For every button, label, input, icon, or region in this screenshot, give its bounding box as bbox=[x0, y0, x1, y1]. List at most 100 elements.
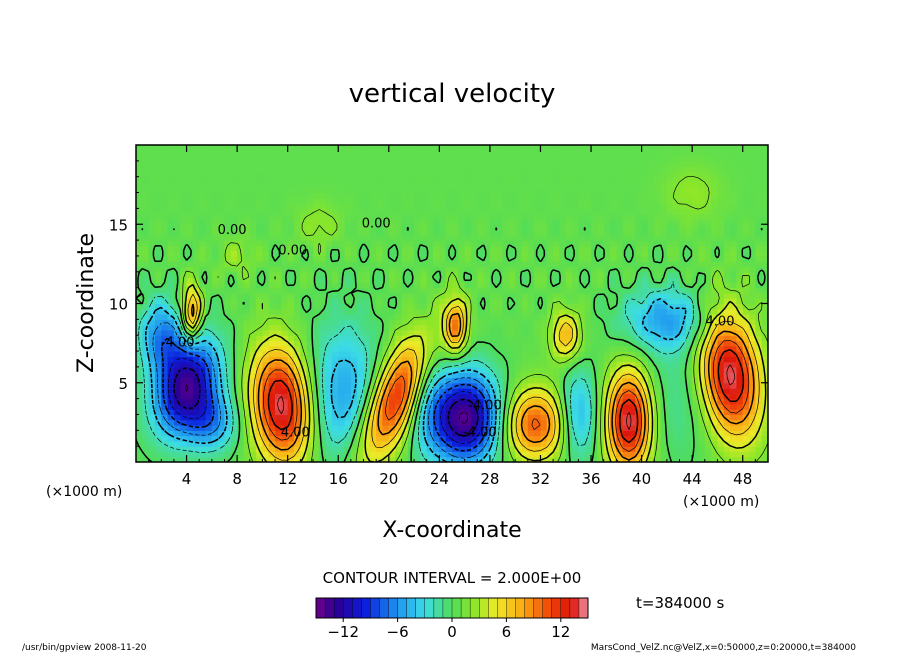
heatmap-cell bbox=[730, 388, 737, 394]
heatmap-cell bbox=[540, 287, 548, 294]
heatmap-cell bbox=[515, 208, 523, 215]
heatmap-cell bbox=[749, 250, 756, 257]
heatmap-cell bbox=[180, 271, 188, 278]
heatmap-cell bbox=[452, 335, 459, 342]
heatmap-cell bbox=[717, 266, 725, 273]
heatmap-cell bbox=[591, 261, 598, 268]
heatmap-cell bbox=[167, 435, 175, 442]
heatmap-cell bbox=[496, 372, 504, 379]
heatmap-cell bbox=[622, 356, 630, 363]
heatmap-cell bbox=[761, 308, 768, 315]
heatmap-cell bbox=[376, 319, 384, 326]
heatmap-cell bbox=[401, 229, 409, 236]
heatmap-cell bbox=[527, 356, 535, 363]
heatmap-cell bbox=[622, 388, 630, 394]
heatmap-cell bbox=[584, 440, 592, 447]
heatmap-cell bbox=[268, 282, 276, 289]
heatmap-cell bbox=[534, 197, 542, 204]
heatmap-cell bbox=[268, 335, 276, 342]
heatmap-cell bbox=[243, 277, 251, 283]
heatmap-cell bbox=[559, 388, 567, 394]
heatmap-cell bbox=[711, 435, 719, 442]
heatmap-cell bbox=[673, 197, 681, 204]
heatmap-cell bbox=[192, 382, 200, 389]
heatmap-cell bbox=[736, 356, 744, 363]
heatmap-cell bbox=[388, 197, 396, 204]
heatmap-cell bbox=[666, 255, 674, 262]
heatmap-cell bbox=[464, 403, 472, 410]
heatmap-cell bbox=[477, 419, 485, 426]
heatmap-cell bbox=[388, 382, 396, 389]
heatmap-cell bbox=[527, 446, 535, 453]
heatmap-cell bbox=[148, 282, 156, 289]
heatmap-cell bbox=[483, 271, 491, 278]
heatmap-cell bbox=[723, 224, 731, 231]
heatmap-cell bbox=[641, 282, 649, 289]
heatmap-cell bbox=[755, 324, 763, 331]
heatmap-cell bbox=[420, 393, 428, 400]
heatmap-cell bbox=[477, 229, 485, 236]
heatmap-cell bbox=[211, 425, 219, 431]
heatmap-cell bbox=[445, 271, 453, 278]
heatmap-cell bbox=[319, 340, 327, 347]
heatmap-cell bbox=[534, 303, 542, 310]
heatmap-cell bbox=[477, 250, 485, 257]
heatmap-cell bbox=[154, 382, 162, 389]
heatmap-cell bbox=[331, 298, 339, 305]
heatmap-cell bbox=[711, 271, 719, 278]
heatmap-cell bbox=[363, 271, 371, 278]
heatmap-cell bbox=[287, 203, 295, 209]
heatmap-cell bbox=[161, 430, 169, 437]
heatmap-cell bbox=[692, 266, 700, 273]
heatmap-cell bbox=[243, 298, 251, 305]
heatmap-cell bbox=[249, 329, 257, 336]
heatmap-cell bbox=[515, 393, 523, 400]
heatmap-cell bbox=[287, 446, 295, 453]
heatmap-cell bbox=[148, 319, 156, 326]
heatmap-cell bbox=[300, 425, 308, 431]
heatmap-cell bbox=[736, 229, 744, 236]
heatmap-cell bbox=[559, 430, 567, 437]
heatmap-cell bbox=[426, 298, 434, 305]
heatmap-cell bbox=[546, 456, 554, 462]
heatmap-cell bbox=[249, 361, 257, 368]
heatmap-cell bbox=[483, 430, 491, 437]
heatmap-cell bbox=[294, 388, 301, 394]
heatmap-cell bbox=[300, 329, 308, 336]
heatmap-cell bbox=[325, 435, 333, 442]
heatmap-cell bbox=[673, 271, 681, 278]
heatmap-cell bbox=[325, 213, 333, 220]
heatmap-cell bbox=[136, 234, 143, 241]
heatmap-cell bbox=[256, 414, 263, 421]
heatmap-cell bbox=[489, 245, 497, 252]
heatmap-cell bbox=[622, 446, 630, 453]
heatmap-cell bbox=[350, 398, 358, 405]
heatmap-cell bbox=[312, 440, 320, 447]
heatmap-cell bbox=[622, 282, 630, 289]
heatmap-cell bbox=[262, 224, 270, 231]
heatmap-cell bbox=[515, 303, 523, 310]
heatmap-cell bbox=[256, 197, 263, 204]
heatmap-cell bbox=[736, 292, 744, 299]
heatmap-cell bbox=[148, 335, 156, 342]
heatmap-cell bbox=[458, 250, 466, 257]
heatmap-cell bbox=[527, 203, 535, 209]
heatmap-cell bbox=[553, 303, 561, 310]
heatmap-cell bbox=[483, 456, 491, 462]
heatmap-cell bbox=[628, 456, 636, 462]
heatmap-cell bbox=[603, 203, 611, 209]
heatmap-cell bbox=[407, 255, 415, 262]
heatmap-cell bbox=[546, 213, 554, 220]
heatmap-cell bbox=[256, 208, 263, 215]
heatmap-cell bbox=[376, 250, 384, 257]
heatmap-cell bbox=[489, 255, 497, 262]
heatmap-cell bbox=[154, 203, 162, 209]
heatmap-cell bbox=[666, 430, 674, 437]
heatmap-cell bbox=[641, 287, 649, 294]
heatmap-cell bbox=[363, 456, 371, 462]
heatmap-cell bbox=[199, 456, 207, 462]
heatmap-cell bbox=[249, 366, 257, 373]
heatmap-cell bbox=[742, 245, 750, 252]
heatmap-cell bbox=[350, 403, 358, 410]
heatmap-cell bbox=[369, 303, 377, 310]
